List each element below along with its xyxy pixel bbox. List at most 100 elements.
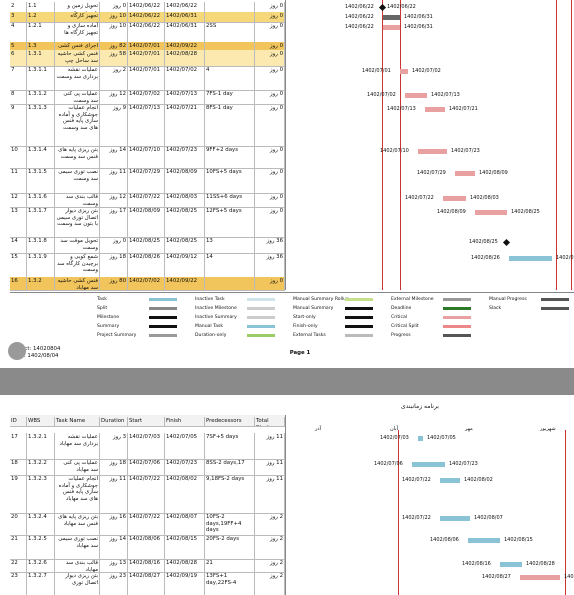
- cell: 9 روز: [100, 104, 128, 146]
- cell: [205, 12, 255, 22]
- column-header: ID: [10, 417, 27, 426]
- cell: فنس کشی حاشیه سد ساحل چپ: [55, 50, 100, 66]
- cell: 58 روز: [100, 50, 128, 66]
- start-label: 1402/08/25: [469, 239, 498, 245]
- legend-label: Manual Task: [195, 324, 224, 329]
- legend-label: Inactive Summary: [195, 315, 237, 320]
- table-row: [10, 433, 285, 460]
- cell: 23: [10, 572, 27, 595]
- finish-label: 1402/08/02: [464, 477, 493, 483]
- gantt-bar: [412, 462, 445, 467]
- legend-label: Inactive Milestone: [195, 306, 237, 311]
- cell: 0 روز: [100, 237, 128, 253]
- cell: 1.3.2.1: [27, 433, 55, 459]
- gantt-bar: [475, 210, 507, 215]
- cell: 1402/06/22: [128, 2, 165, 12]
- gantt-bar: [400, 69, 408, 74]
- cell: 0 روز: [255, 66, 285, 90]
- cell: 9,18FS-2 days: [205, 475, 255, 513]
- cell: 1.3.1.6: [27, 193, 55, 207]
- marker-line: [400, 0, 401, 290]
- legend-swatch: [247, 334, 275, 337]
- table-row: [10, 513, 285, 536]
- cell: 0 روز: [100, 2, 128, 12]
- cell: 1.3.2.4: [27, 513, 55, 535]
- cell: 1.3.1.9: [27, 253, 55, 277]
- column-header: Duration: [100, 417, 128, 426]
- start-label: 1402/07/02: [367, 92, 396, 98]
- table-row: [10, 475, 285, 514]
- start-label: 1402/07/22: [402, 515, 431, 521]
- cell: 1402/08/28: [165, 559, 205, 572]
- gantt-bar: [383, 25, 400, 30]
- cell: 2SS: [205, 22, 255, 42]
- cell: 13 روز: [100, 559, 128, 572]
- cell: 19: [10, 475, 27, 513]
- cell: شمع کوبی و برچیدن کارگاه سد وسمت: [55, 253, 100, 277]
- start-label: 1402/08/26: [471, 255, 500, 261]
- cell: 1402/07/02: [165, 66, 205, 90]
- cell: 1.3.2.3: [27, 475, 55, 513]
- start-label: 1402/07/22: [405, 195, 434, 201]
- cell: 1402/08/26: [128, 253, 165, 277]
- cell: 0 روز: [255, 104, 285, 146]
- legend-swatch: [443, 334, 471, 337]
- finish-label: 1402/08/28: [526, 561, 555, 567]
- cell: 1402/07/06: [128, 459, 165, 475]
- gantt-bar: [509, 256, 552, 261]
- cell: 10FS-2 days,19FF+4 days: [205, 513, 255, 535]
- cell: 13: [205, 237, 255, 253]
- legend-label: Critical Split: [391, 324, 419, 329]
- legend-swatch: [443, 307, 471, 310]
- gantt-bar: [383, 15, 400, 20]
- cell: انجام عملیات جوشکاری و آماده سازی پایه ف…: [55, 104, 100, 146]
- start-label: 1402/08/06: [430, 537, 459, 543]
- cell: 0 روز: [255, 277, 285, 290]
- cell: 12: [10, 193, 27, 207]
- cell: 11: [10, 168, 27, 193]
- cell: 1.3.1: [27, 50, 55, 66]
- cell: 1402/06/31: [165, 12, 205, 22]
- finish-label: 1402/09/12: [556, 255, 574, 261]
- legend-label: Manual Summary: [293, 306, 334, 311]
- finish-label: 1402/09/19: [564, 574, 574, 580]
- cell: تحویل موقت سد وسمت: [55, 237, 100, 253]
- milestone: [502, 238, 511, 247]
- start-label: 1402/07/22: [402, 477, 431, 483]
- cell: 1402/07/13: [165, 90, 205, 104]
- cell: 3 روز: [100, 433, 128, 459]
- start-label: 1402/07/01: [362, 68, 391, 74]
- table-row: [10, 168, 285, 194]
- start-label: 1402/08/27: [482, 574, 511, 580]
- gantt-bar: [443, 196, 466, 201]
- start-label: 1402/08/09: [437, 209, 466, 215]
- cell: قالب بندی سد وسمت: [55, 193, 100, 207]
- header-row: [10, 415, 285, 427]
- cell: 4: [205, 66, 255, 90]
- cell: نصب توری سیمی سد وسمت: [55, 168, 100, 193]
- cell: 11SS+6 days: [205, 193, 255, 207]
- cell: 7SF+5 days: [205, 433, 255, 459]
- cell: 1402/08/28: [165, 50, 205, 66]
- cell: 14: [205, 253, 255, 277]
- table-row: [10, 277, 285, 291]
- legend-label: Manual Summary Rollup: [293, 297, 349, 302]
- cell: 1402/07/21: [165, 104, 205, 146]
- cell: 1.3.1.4: [27, 146, 55, 168]
- finish-label: 1402/08/25: [511, 209, 540, 215]
- scroll-button[interactable]: [8, 342, 26, 360]
- cell: 23 روز: [100, 572, 128, 595]
- cell: عملیات پی کنی سد وسمت: [55, 90, 100, 104]
- cell: عملیات پی کنی سد مهاباد: [55, 459, 100, 475]
- cell: 12FS+5 days: [205, 207, 255, 237]
- cell: 0 روز: [255, 193, 285, 207]
- table-row: [10, 104, 285, 147]
- cell: بتن ریزی دیوار اتصال توری: [55, 572, 100, 595]
- cell: 9FF+2 days: [205, 146, 255, 168]
- legend-swatch: [149, 307, 177, 310]
- legend-label: Task: [97, 297, 107, 302]
- cell: 13FS+1 day,22FS-4: [205, 572, 255, 595]
- table-row: [10, 207, 285, 238]
- cell: 1402/07/10: [128, 146, 165, 168]
- timescale-label: آبان: [390, 426, 398, 432]
